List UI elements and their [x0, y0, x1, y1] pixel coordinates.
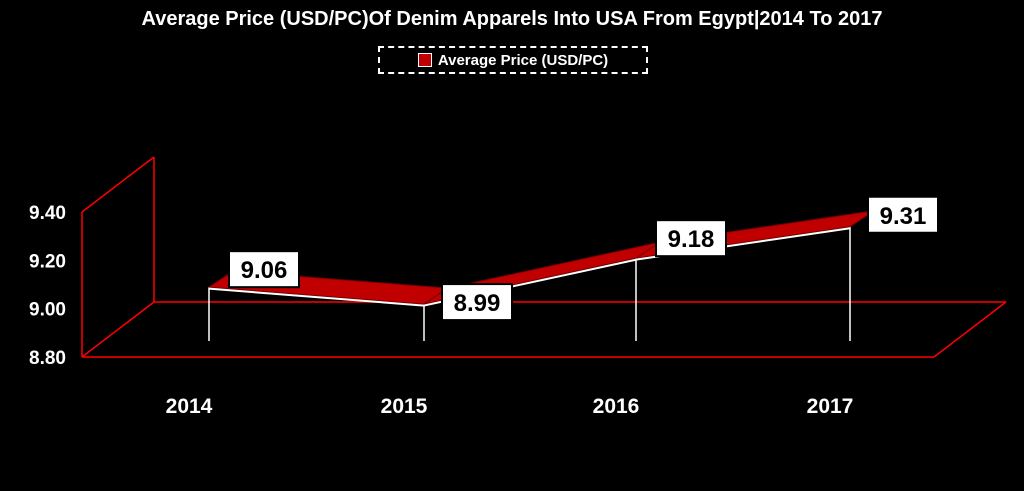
series-ribbon: [207, 210, 875, 307]
frame-left-top: [81, 156, 155, 213]
legend-label: Average Price (USD/PC): [437, 51, 609, 69]
data-label: 9.31: [880, 203, 927, 230]
x-category-label: 2014: [166, 395, 213, 418]
data-label: 8.99: [454, 290, 501, 317]
y-axis-ticks: 8.80 9.00 9.20 9.40: [29, 203, 66, 369]
x-category-label: 2016: [593, 395, 640, 418]
y-tick-label: 9.00: [29, 300, 66, 321]
drop-lines: [208, 226, 851, 341]
y-tick-label: 9.20: [29, 251, 66, 272]
data-label: 9.18: [668, 226, 715, 253]
chart-3d-frame: [81, 156, 1007, 358]
frame-floor-left: [81, 301, 155, 358]
y-tick-label: 8.80: [29, 348, 66, 369]
data-label-box: [441, 283, 513, 322]
x-axis-categories: 2014 2015 2016 2017: [166, 395, 854, 418]
x-category-label: 2017: [807, 395, 854, 418]
chart-title: Average Price (USD/PC)Of Denim Apparels …: [141, 8, 883, 30]
ribbon-edge: [208, 287, 425, 307]
data-label: 9.06: [241, 257, 288, 284]
data-labels: 9.06 8.99 9.18 9.31: [228, 195, 939, 322]
legend: Average Price (USD/PC): [378, 46, 648, 74]
x-category-label: 2015: [381, 395, 428, 418]
data-label-box: [228, 250, 300, 289]
y-tick-label: 9.40: [29, 203, 66, 224]
data-label-box: [655, 219, 727, 258]
data-label-box: [867, 195, 939, 234]
frame-floor-right: [933, 301, 1007, 358]
legend-swatch: [417, 53, 432, 67]
